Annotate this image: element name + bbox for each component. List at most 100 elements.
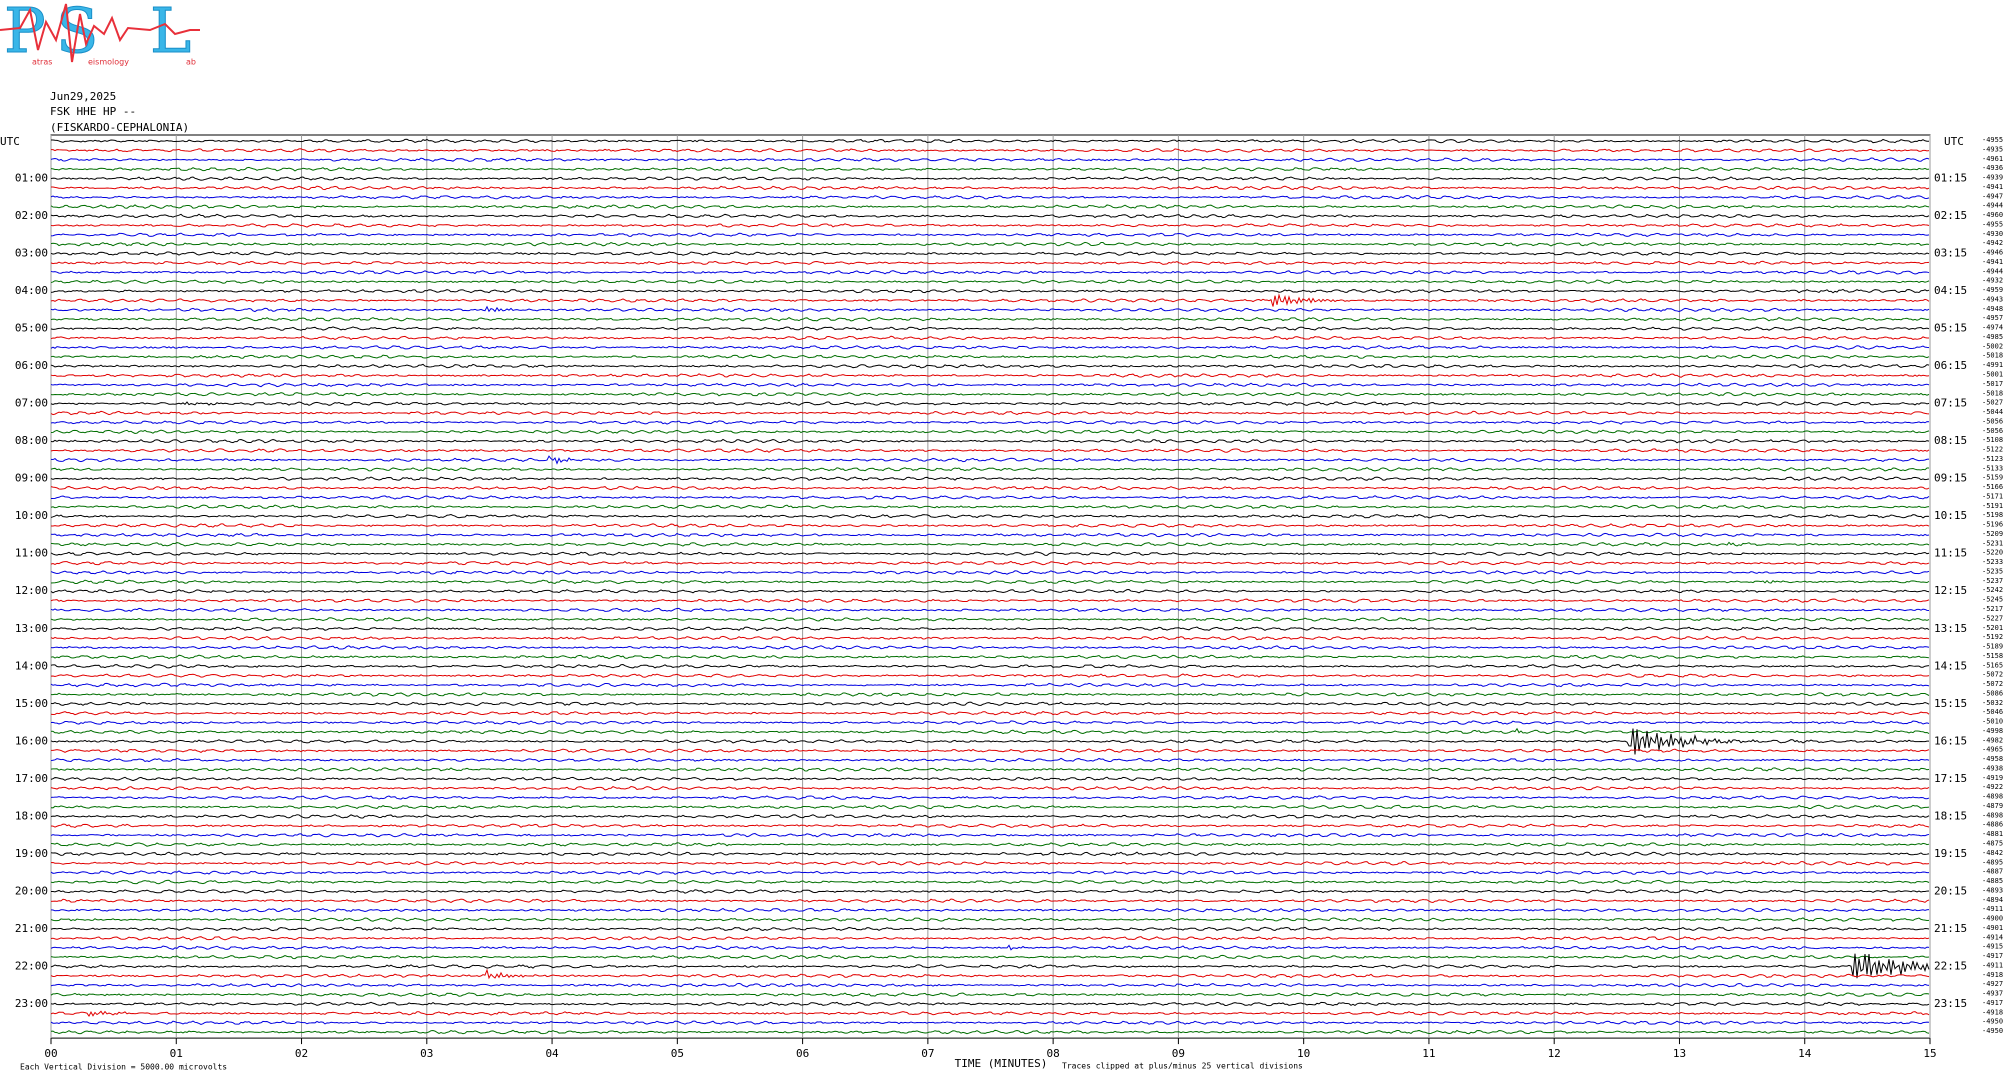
trace-offset: -5044 <box>1982 408 2003 416</box>
left-hour-label: 17:00 <box>15 772 48 785</box>
trace-offset: -5191 <box>1982 502 2003 510</box>
trace-offset: -4938 <box>1982 764 2003 772</box>
trace <box>50 194 1930 200</box>
trace <box>50 757 1930 763</box>
left-hour-label: 14:00 <box>15 659 48 672</box>
left-hour-label: 06:00 <box>15 359 48 372</box>
trace <box>50 485 1930 491</box>
trace <box>50 157 1930 162</box>
trace-offset: -5027 <box>1982 399 2003 407</box>
trace <box>50 907 1930 913</box>
right-hour-label: 04:15 <box>1934 284 1967 297</box>
trace <box>50 570 1930 575</box>
trace <box>50 316 1930 322</box>
trace <box>50 673 1930 678</box>
right-hour-label: 03:15 <box>1934 247 1967 260</box>
trace <box>50 727 1930 735</box>
right-hour-label: 16:15 <box>1934 734 1967 747</box>
trace-offset: -4887 <box>1982 868 2003 876</box>
trace <box>50 293 1930 307</box>
x-tick-label: 05 <box>671 1047 684 1060</box>
trace-offset: -4881 <box>1982 830 2003 838</box>
trace-offset: -5046 <box>1982 708 2003 716</box>
trace-offset: -5056 <box>1982 417 2003 425</box>
trace <box>50 953 1930 979</box>
trace <box>50 410 1930 416</box>
x-tick-label: 02 <box>295 1047 308 1060</box>
trace <box>50 645 1930 650</box>
trace-offset: -4915 <box>1982 943 2003 951</box>
trace-offset: -5201 <box>1982 624 2003 632</box>
trace <box>50 832 1930 838</box>
right-hour-label: 02:15 <box>1934 209 1967 222</box>
x-axis-title: TIME (MINUTES) <box>955 1057 1048 1070</box>
left-hour-label: 07:00 <box>15 397 48 410</box>
trace-offset: -4917 <box>1982 952 2003 960</box>
trace <box>50 607 1930 613</box>
trace-offset: -4930 <box>1982 230 2003 238</box>
trace-offset: -4875 <box>1982 840 2003 848</box>
trace <box>50 936 1930 941</box>
right-hour-label: 12:15 <box>1934 584 1967 597</box>
trace <box>50 373 1930 378</box>
trace <box>50 541 1930 547</box>
trace-offset: -4982 <box>1982 736 2003 744</box>
x-tick-label: 15 <box>1923 1047 1936 1060</box>
trace-offset: -4879 <box>1982 802 2003 810</box>
trace-offset: -4974 <box>1982 324 2003 332</box>
trace <box>50 279 1930 284</box>
right-hour-label: 11:15 <box>1934 547 1967 560</box>
trace <box>50 879 1930 885</box>
right-hour-label: 06:15 <box>1934 359 1967 372</box>
trace <box>50 654 1930 660</box>
trace <box>50 270 1930 275</box>
left-axis-title: UTC <box>0 135 20 148</box>
left-hour-label: 08:00 <box>15 434 48 447</box>
logo-caption: ab <box>186 58 196 67</box>
logo-caption: eismology <box>88 58 129 67</box>
trace-offset: -4965 <box>1982 746 2003 754</box>
trace <box>50 251 1930 256</box>
trace-offset: -5018 <box>1982 352 2003 360</box>
trace <box>50 598 1930 603</box>
trace <box>50 728 1930 755</box>
trace <box>50 260 1930 266</box>
clip-note: Traces clipped at plus/minus 25 vertical… <box>1062 1062 1303 1071</box>
trace-offset: -4960 <box>1982 211 2003 219</box>
trace-offset: -5235 <box>1982 567 2003 575</box>
trace <box>50 664 1930 669</box>
trace <box>50 720 1930 725</box>
trace <box>50 626 1930 632</box>
trace-offset: -4998 <box>1982 727 2003 735</box>
scale-note: Each Vertical Division = 5000.00 microvo… <box>20 1063 227 1072</box>
trace-offset: -4918 <box>1982 1008 2003 1016</box>
trace <box>50 860 1930 866</box>
trace-offset: -4936 <box>1982 164 2003 172</box>
trace <box>50 692 1930 697</box>
trace-offset: -4911 <box>1982 961 2003 969</box>
trace <box>50 345 1930 350</box>
trace <box>50 420 1930 425</box>
trace <box>50 560 1930 566</box>
right-hour-label: 21:15 <box>1934 922 1967 935</box>
left-hour-label: 21:00 <box>15 922 48 935</box>
trace <box>50 701 1930 707</box>
grid <box>50 134 1931 1045</box>
trace-offset: -5245 <box>1982 596 2003 604</box>
trace-offset: -4935 <box>1982 145 2003 153</box>
trace <box>50 166 1930 172</box>
trace <box>50 842 1930 847</box>
trace <box>50 785 1930 791</box>
right-hour-label: 07:15 <box>1934 397 1967 410</box>
trace-offset: -4937 <box>1982 990 2003 998</box>
trace-offset: -5010 <box>1982 718 2003 726</box>
trace-offset: -4911 <box>1982 905 2003 913</box>
x-tick-label: 09 <box>1172 1047 1185 1060</box>
trace <box>50 448 1930 453</box>
trace <box>50 870 1930 875</box>
date: Jun29,2025 <box>50 90 116 103</box>
trace <box>50 748 1930 753</box>
right-hour-label: 18:15 <box>1934 809 1967 822</box>
trace-offset: -5159 <box>1982 474 2003 482</box>
